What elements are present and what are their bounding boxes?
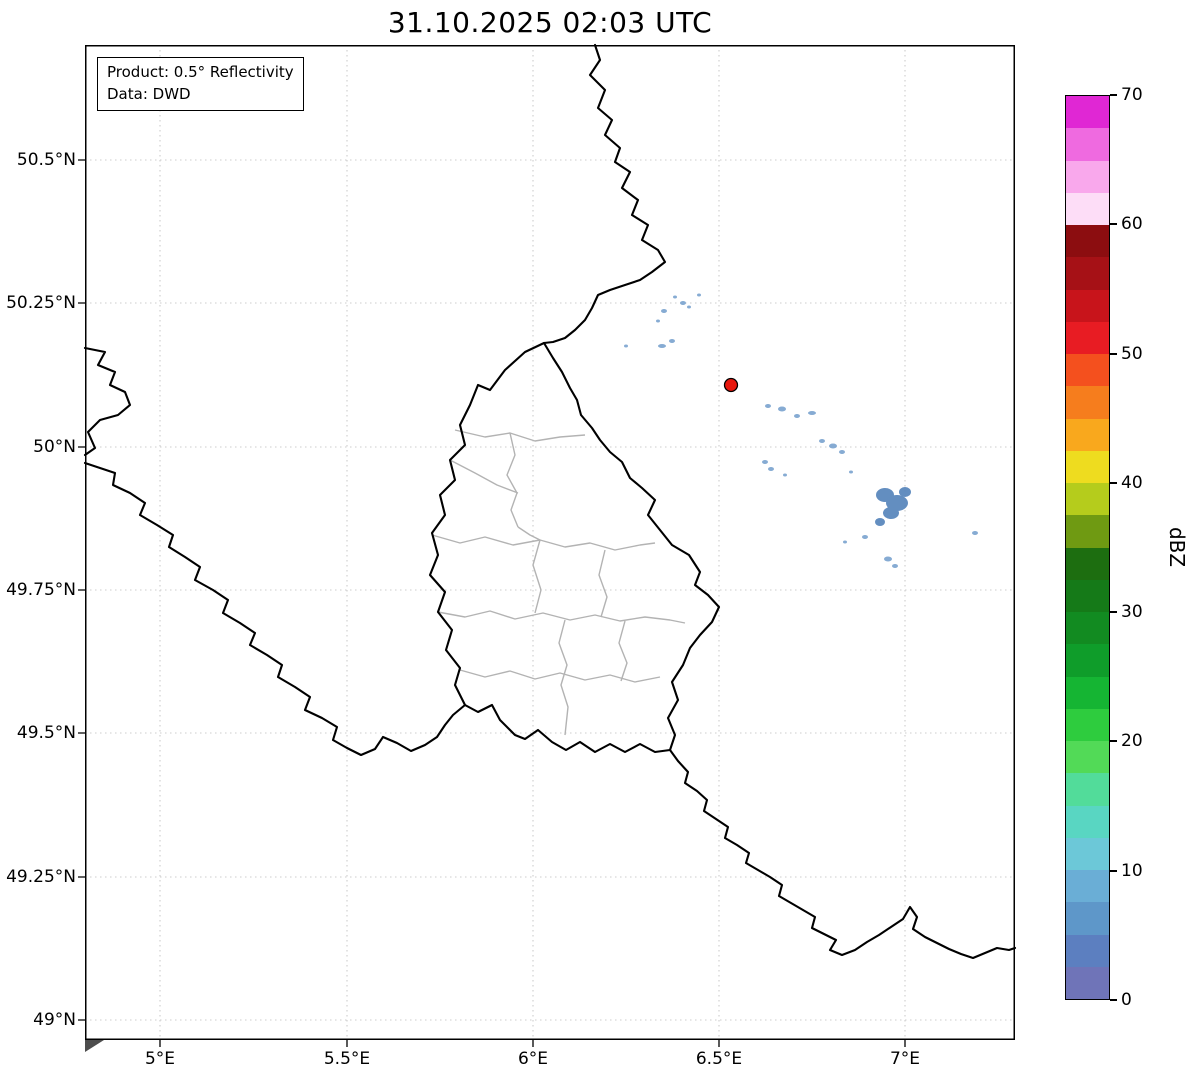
axis-tick-marks	[78, 159, 906, 1047]
border-france-belgium	[83, 346, 467, 757]
radar-echoes-dense	[875, 487, 911, 526]
colorbar-band	[1066, 676, 1109, 709]
colorbar-band	[1066, 515, 1109, 548]
colorbar-band	[1066, 192, 1109, 225]
colorbar-band	[1066, 96, 1109, 129]
lat-tick-label: 50.25°N	[6, 293, 76, 313]
colorbar-band	[1066, 805, 1109, 838]
colorbar-band	[1066, 450, 1109, 483]
figure-title: 31.10.2025 02:03 UTC	[387, 6, 713, 39]
district-borders	[431, 429, 686, 736]
colorbar-band	[1066, 354, 1109, 387]
product-info-box: Product: 0.5° Reflectivity Data: DWD	[97, 57, 304, 111]
colorbar-unit-label: dBZ	[1165, 526, 1189, 568]
colorbar-band	[1066, 418, 1109, 451]
colorbar-gradient	[1065, 95, 1110, 1000]
colorbar-band	[1066, 902, 1109, 935]
colorbar-tick	[1110, 870, 1117, 872]
radar-echoes	[624, 293, 978, 568]
border-luxembourg	[428, 341, 721, 754]
colorbar-band	[1066, 773, 1109, 806]
lat-tick-label: 49.25°N	[6, 867, 76, 887]
graticule-gridlines	[85, 45, 1015, 1040]
colorbar-band	[1066, 612, 1109, 645]
colorbar-band	[1066, 289, 1109, 322]
border-belgium-germany	[542, 43, 667, 345]
lat-tick-label: 49.5°N	[16, 723, 76, 743]
map-plot	[78, 43, 1017, 1052]
colorbar-band	[1066, 160, 1109, 193]
corner-artifact	[85, 1039, 104, 1052]
colorbar-tick	[1110, 740, 1117, 742]
colorbar-band	[1066, 870, 1109, 903]
colorbar-band	[1066, 644, 1109, 677]
colorbar-tick-label: 70	[1121, 85, 1143, 105]
country-borders	[83, 43, 1017, 960]
lon-tick-label: 6°E	[517, 1049, 549, 1069]
colorbar-band	[1066, 934, 1109, 967]
colorbar-tick-label: 60	[1121, 214, 1143, 234]
colorbar-tick-label: 10	[1121, 861, 1143, 881]
colorbar-band	[1066, 547, 1109, 580]
colorbar-band	[1066, 837, 1109, 870]
data-source-line: Data: DWD	[107, 84, 191, 103]
colorbar-band	[1066, 966, 1109, 999]
lat-tick-label: 50.5°N	[16, 150, 76, 170]
colorbar-tick	[1110, 999, 1117, 1001]
colorbar-band	[1066, 386, 1109, 419]
product-info-line: Product: 0.5° Reflectivity	[107, 63, 294, 81]
border-france-germany	[668, 748, 1017, 960]
lat-tick-label: 49.75°N	[6, 580, 76, 600]
colorbar-tick-label: 40	[1121, 473, 1143, 493]
lon-tick-label: 5°E	[144, 1049, 176, 1069]
colorbar-band	[1066, 708, 1109, 741]
colorbar-tick-label: 20	[1121, 731, 1143, 751]
colorbar-tick	[1110, 223, 1117, 225]
colorbar-band	[1066, 483, 1109, 516]
colorbar-band	[1066, 579, 1109, 612]
lat-tick-label: 50°N	[33, 437, 76, 457]
colorbar-tick-label: 30	[1121, 602, 1143, 622]
lat-tick-label: 49°N	[33, 1010, 76, 1030]
plot-frame	[85, 45, 1015, 1040]
lon-tick-label: 6.5°E	[695, 1049, 743, 1069]
colorbar-band	[1066, 128, 1109, 161]
colorbar-tick	[1110, 94, 1117, 96]
colorbar-band	[1066, 741, 1109, 774]
colorbar-tick-label: 50	[1121, 344, 1143, 364]
colorbar-tick	[1110, 611, 1117, 613]
colorbar-tick	[1110, 482, 1117, 484]
colorbar-tick	[1110, 353, 1117, 355]
colorbar-band	[1066, 321, 1109, 354]
lon-tick-label: 5.5°E	[323, 1049, 371, 1069]
lon-tick-label: 7°E	[889, 1049, 921, 1069]
colorbar-band	[1066, 257, 1109, 290]
radar-site-marker	[723, 377, 739, 393]
colorbar-tick-label: 0	[1121, 990, 1132, 1010]
colorbar-band	[1066, 225, 1109, 258]
